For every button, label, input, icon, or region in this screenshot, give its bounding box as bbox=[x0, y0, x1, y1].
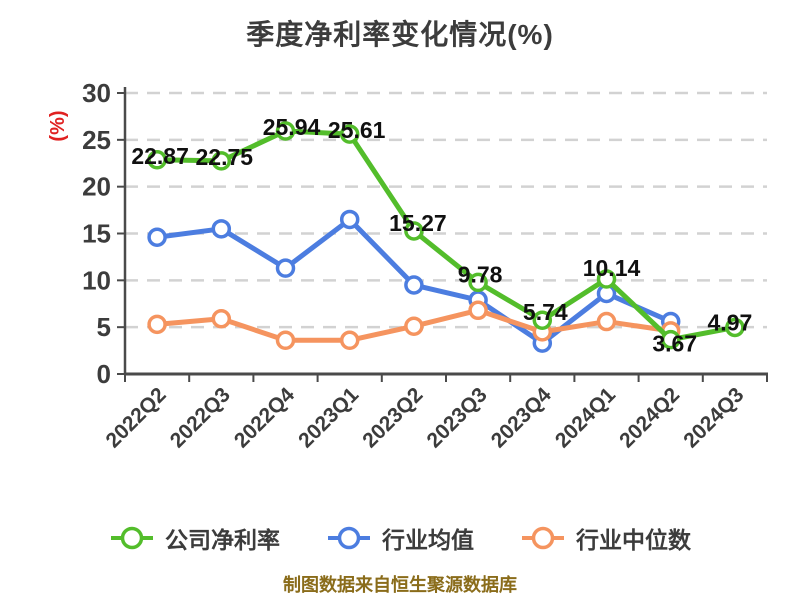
data-point-label: 25.94 bbox=[263, 114, 321, 140]
x-tick-label: 2023Q2 bbox=[358, 383, 427, 452]
data-point-label: 25.61 bbox=[328, 117, 386, 143]
company-net-margin-point-marker bbox=[404, 221, 424, 241]
axes bbox=[117, 87, 768, 382]
company-net-margin-point-marker bbox=[339, 124, 360, 144]
x-tick-label: 2022Q4 bbox=[230, 383, 299, 452]
x-tick-label: 2022Q3 bbox=[166, 383, 235, 452]
data-point-label: 4.97 bbox=[708, 309, 753, 335]
y-tick-label: 5 bbox=[97, 312, 111, 342]
industry-mean-point-marker bbox=[275, 258, 296, 278]
legend-item-company-net-margin[interactable]: 公司净利率 bbox=[109, 521, 280, 555]
y-tick-label: 0 bbox=[97, 359, 111, 389]
industry-median-point-marker bbox=[339, 330, 360, 351]
legend-label-company-net-margin: 公司净利率 bbox=[165, 527, 280, 553]
company-net-margin-line bbox=[154, 128, 738, 343]
company-net-margin-point-marker bbox=[275, 121, 296, 141]
industry-mean-point-marker bbox=[147, 227, 167, 247]
data-source-caption: 制图数据来自恒生聚源数据库 bbox=[283, 575, 517, 595]
y-tick-label: 15 bbox=[82, 219, 111, 249]
y-tick-label: 10 bbox=[82, 265, 111, 295]
data-point-label: 10.14 bbox=[583, 255, 641, 281]
data-point-label: 15.27 bbox=[389, 210, 447, 236]
chart-legend: 公司净利率 行业均值 行业中位数 bbox=[0, 521, 800, 555]
series-lines bbox=[147, 121, 745, 353]
data-point-label: 9.78 bbox=[458, 261, 503, 287]
x-tick-label: 2024Q3 bbox=[679, 383, 748, 452]
legend-label-industry-mean: 行业均值 bbox=[382, 527, 474, 553]
chart-title: 季度净利率变化情况(%) bbox=[246, 19, 554, 50]
y-axis-unit-label: (%) bbox=[47, 110, 69, 141]
industry-median-point-marker bbox=[404, 316, 424, 336]
x-tick-label: 2024Q2 bbox=[615, 383, 684, 452]
data-point-label: 22.87 bbox=[131, 143, 189, 169]
industry-median-point-marker bbox=[468, 300, 488, 321]
legend-item-industry-median[interactable]: 行业中位数 bbox=[520, 521, 691, 555]
y-tick-label: 30 bbox=[82, 78, 111, 108]
x-tick-label: 2022Q2 bbox=[102, 383, 171, 452]
industry-mean-point-marker bbox=[339, 209, 360, 230]
industry-median-swatch-icon bbox=[522, 526, 564, 550]
industry-mean-swatch-icon bbox=[328, 526, 370, 550]
industry-mean-point-marker bbox=[211, 219, 232, 239]
data-point-label: 22.75 bbox=[196, 144, 254, 170]
legend-item-industry-mean[interactable]: 行业均值 bbox=[326, 521, 474, 555]
data-labels: 22.87 22.75 25.94 25.61 15.27 9.78 5.74 10.14 3.… bbox=[131, 114, 752, 357]
industry-median-point-marker bbox=[211, 308, 232, 329]
industry-median-point-marker bbox=[147, 314, 167, 335]
company-net-margin-point-marker bbox=[725, 317, 745, 338]
data-point-label: 5.74 bbox=[523, 299, 568, 325]
x-tick-label: 2023Q1 bbox=[294, 383, 363, 452]
industry-median-point-marker bbox=[596, 311, 617, 332]
y-tick-label: 20 bbox=[82, 172, 111, 202]
company-net-margin-point-marker bbox=[211, 151, 232, 171]
company-net-margin-point-marker bbox=[468, 272, 488, 293]
company-net-margin-point-marker bbox=[660, 329, 681, 350]
company-net-margin-point-marker bbox=[147, 150, 167, 170]
legend-label-industry-median: 行业中位数 bbox=[576, 527, 691, 553]
y-axis-tick-labels: 0 5 10 15 20 25 30 bbox=[82, 78, 111, 389]
company-net-margin-point-marker bbox=[532, 310, 553, 330]
industry-median-point-marker bbox=[275, 330, 296, 351]
x-tick-label: 2024Q1 bbox=[551, 383, 620, 452]
company-net-margin-swatch-icon bbox=[111, 526, 153, 550]
x-axis-tick-labels: 2022Q22022Q32022Q42023Q12023Q22023Q32023… bbox=[102, 383, 749, 452]
company-net-margin-point-marker bbox=[596, 269, 617, 289]
x-tick-label: 2023Q4 bbox=[487, 383, 556, 452]
y-tick-label: 25 bbox=[82, 125, 111, 155]
data-point-label: 3.67 bbox=[652, 331, 697, 357]
industry-mean-point-marker bbox=[404, 275, 424, 295]
x-tick-label: 2023Q3 bbox=[423, 383, 492, 452]
